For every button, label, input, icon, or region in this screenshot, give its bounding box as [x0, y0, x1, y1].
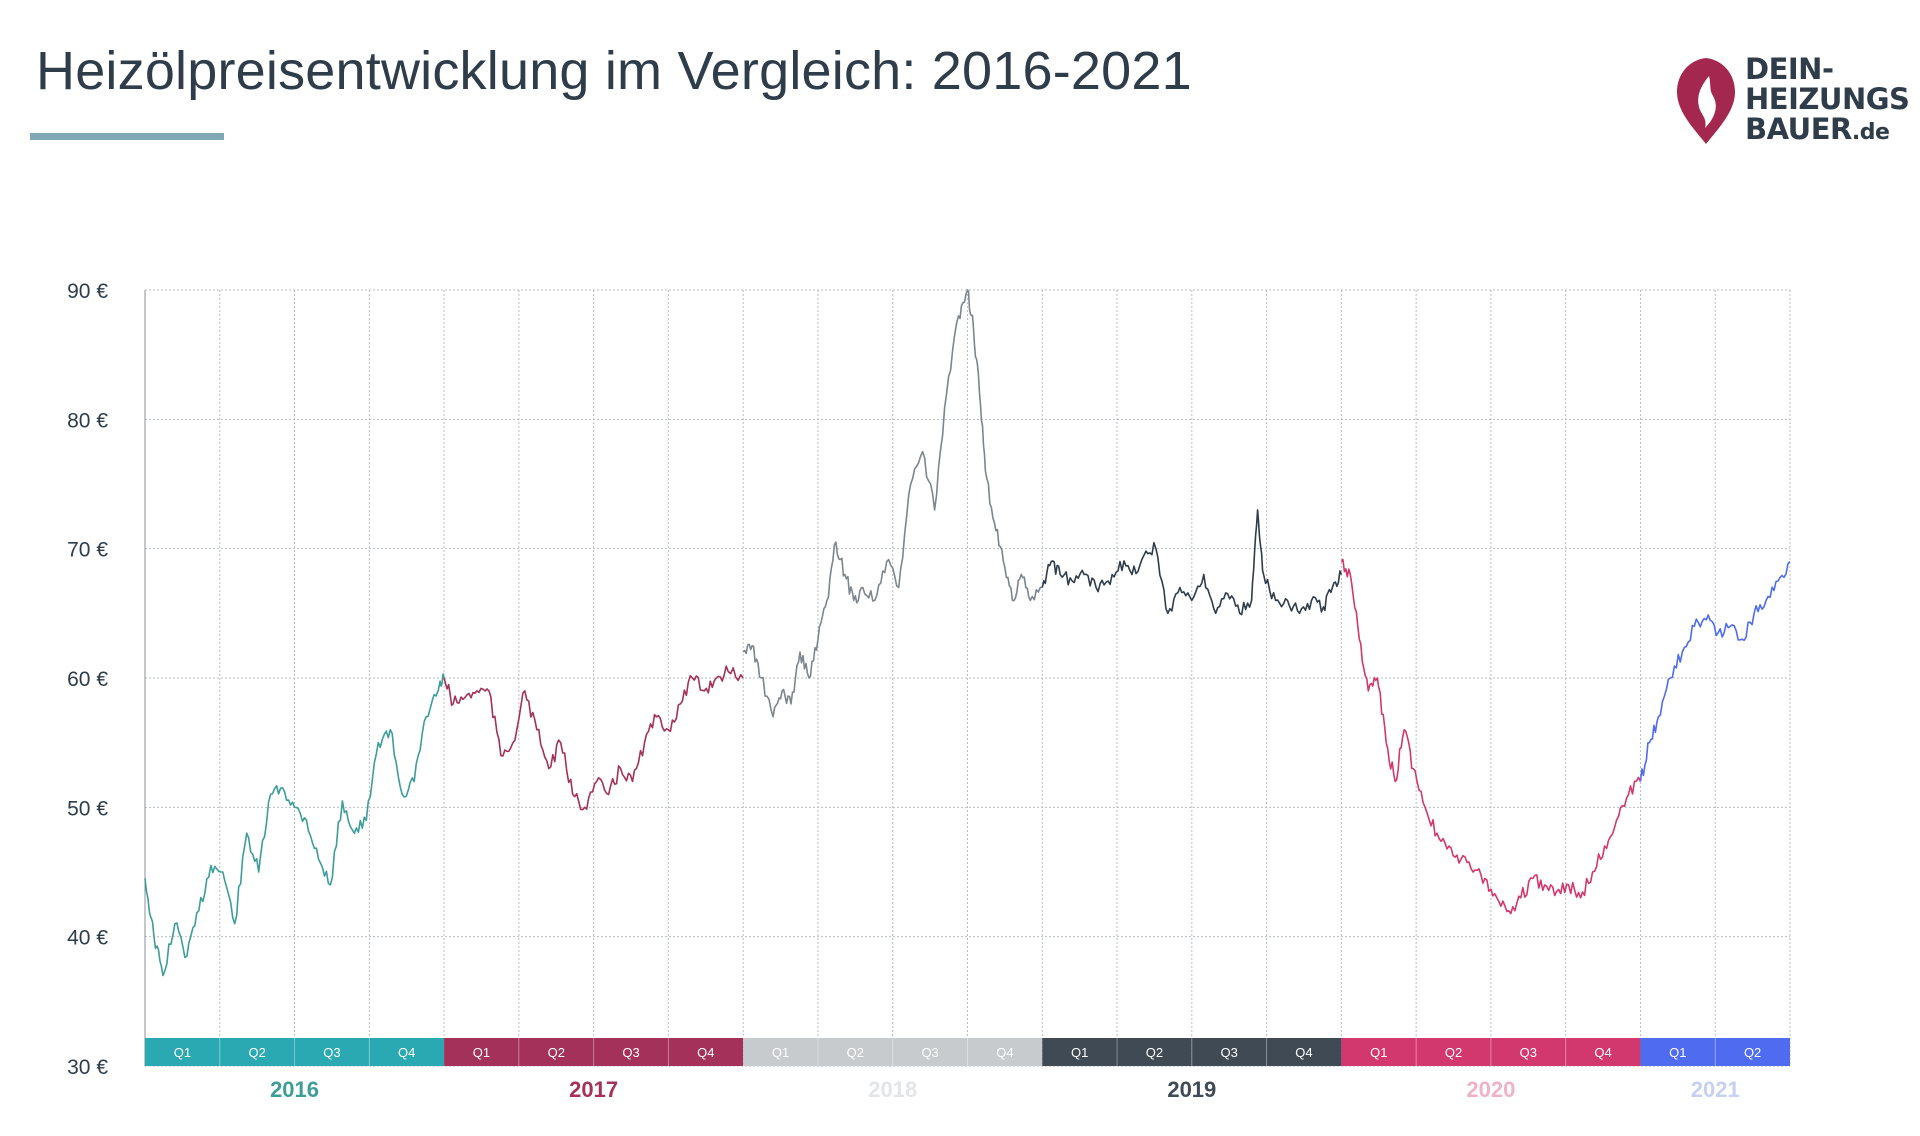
quarter-label: Q1 [473, 1045, 490, 1060]
series-lines [144, 289, 1791, 977]
quarter-label: Q4 [1295, 1045, 1312, 1060]
year-label-2020: 2020 [1466, 1077, 1515, 1102]
quarter-cell [1565, 1038, 1641, 1066]
quarter-label: Q4 [996, 1045, 1013, 1060]
quarter-label: Q4 [398, 1045, 415, 1060]
quarter-cell [294, 1038, 370, 1066]
quarter-label: Q1 [772, 1045, 789, 1060]
quarter-label: Q2 [847, 1045, 864, 1060]
year-label-2016: 2016 [270, 1077, 319, 1102]
year-label-2017: 2017 [569, 1077, 618, 1102]
quarter-label: Q1 [1071, 1045, 1088, 1060]
y-tick-label: 80 € [67, 409, 108, 432]
quarter-label: Q1 [1370, 1045, 1387, 1060]
quarter-cell [892, 1038, 968, 1066]
series-line-2019 [1041, 509, 1343, 616]
series-line-2020 [1340, 558, 1642, 915]
year-label-2021: 2021 [1691, 1077, 1740, 1102]
quarter-cell [1640, 1038, 1716, 1066]
logo-line-3: BAUER [1745, 112, 1852, 146]
brand-logo[interactable]: DEIN- HEIZUNGS BAUER.de [1675, 52, 1910, 152]
quarter-cell [593, 1038, 669, 1066]
logo-wordmark: DEIN- HEIZUNGS BAUER.de [1745, 52, 1910, 148]
title-underline [30, 133, 224, 140]
logo-line-1: DEIN- [1745, 52, 1834, 86]
quarter-label: Q2 [1445, 1045, 1462, 1060]
quarter-cell [444, 1038, 519, 1066]
y-tick-label: 50 € [67, 797, 108, 820]
y-tick-label: 40 € [67, 927, 108, 950]
quarter-label: Q1 [1669, 1045, 1686, 1060]
quarter-cell [967, 1038, 1043, 1066]
y-tick-label: 60 € [67, 668, 108, 691]
quarter-label: Q1 [174, 1045, 191, 1060]
y-tick-label: 90 € [67, 280, 108, 303]
quarter-cell [743, 1038, 818, 1066]
quarter-label: Q4 [697, 1045, 714, 1060]
quarter-label: Q3 [921, 1045, 938, 1060]
quarter-label: Q2 [1744, 1045, 1761, 1060]
y-tick-label: 70 € [67, 539, 108, 562]
quarter-cell [817, 1038, 893, 1066]
series-line-2016 [144, 673, 445, 977]
year-labels: 2016 2017 2018 2019 2020 2021 [270, 1077, 1740, 1102]
year-label-2018: 2018 [868, 1077, 917, 1102]
y-tick-label: 30 € [67, 1056, 108, 1079]
quarter-cell [1266, 1038, 1342, 1066]
quarter-cell [1191, 1038, 1267, 1066]
quarter-cell [145, 1038, 220, 1066]
quarter-cell [219, 1038, 295, 1066]
quarter-label: Q2 [1146, 1045, 1163, 1060]
series-line-2018 [742, 289, 1043, 718]
year-label-2019: 2019 [1167, 1077, 1216, 1102]
quarter-bar: Q1 Q2 Q3 Q4 Q1 Q2 Q3 Q4 Q1 Q2 Q3 Q4 Q1 Q2 Q3 Q4 Q1 Q2 Q3 Q4… [145, 1038, 1790, 1066]
quarter-label: Q2 [548, 1045, 565, 1060]
quarter-label: Q3 [1520, 1045, 1537, 1060]
flame-icon [1677, 58, 1735, 144]
series-line-2021 [1639, 561, 1791, 782]
quarter-cell [518, 1038, 594, 1066]
quarter-cell [1341, 1038, 1417, 1066]
quarter-label: Q3 [323, 1045, 340, 1060]
quarter-cell [668, 1038, 744, 1066]
quarter-label: Q3 [1221, 1045, 1238, 1060]
y-axis: 30 € 40 € 50 € 60 € 70 € 80 € 90 € [67, 280, 108, 1079]
quarter-cell [1416, 1038, 1491, 1066]
quarter-cell [369, 1038, 445, 1066]
quarter-label: Q2 [248, 1045, 265, 1060]
logo-line-3-suffix: .de [1851, 120, 1890, 145]
chart-grid [144, 289, 1791, 1067]
quarter-cell [1117, 1038, 1192, 1066]
quarter-cell [1715, 1038, 1790, 1066]
page-title: Heizölpreisentwicklung im Vergleich: 201… [36, 41, 1192, 101]
quarter-label: Q4 [1594, 1045, 1611, 1060]
logo-line-2: HEIZUNGS [1745, 82, 1910, 116]
quarter-cell [1042, 1038, 1118, 1066]
quarter-label: Q3 [622, 1045, 639, 1060]
quarter-cell [1490, 1038, 1566, 1066]
series-line-2017 [443, 665, 744, 811]
